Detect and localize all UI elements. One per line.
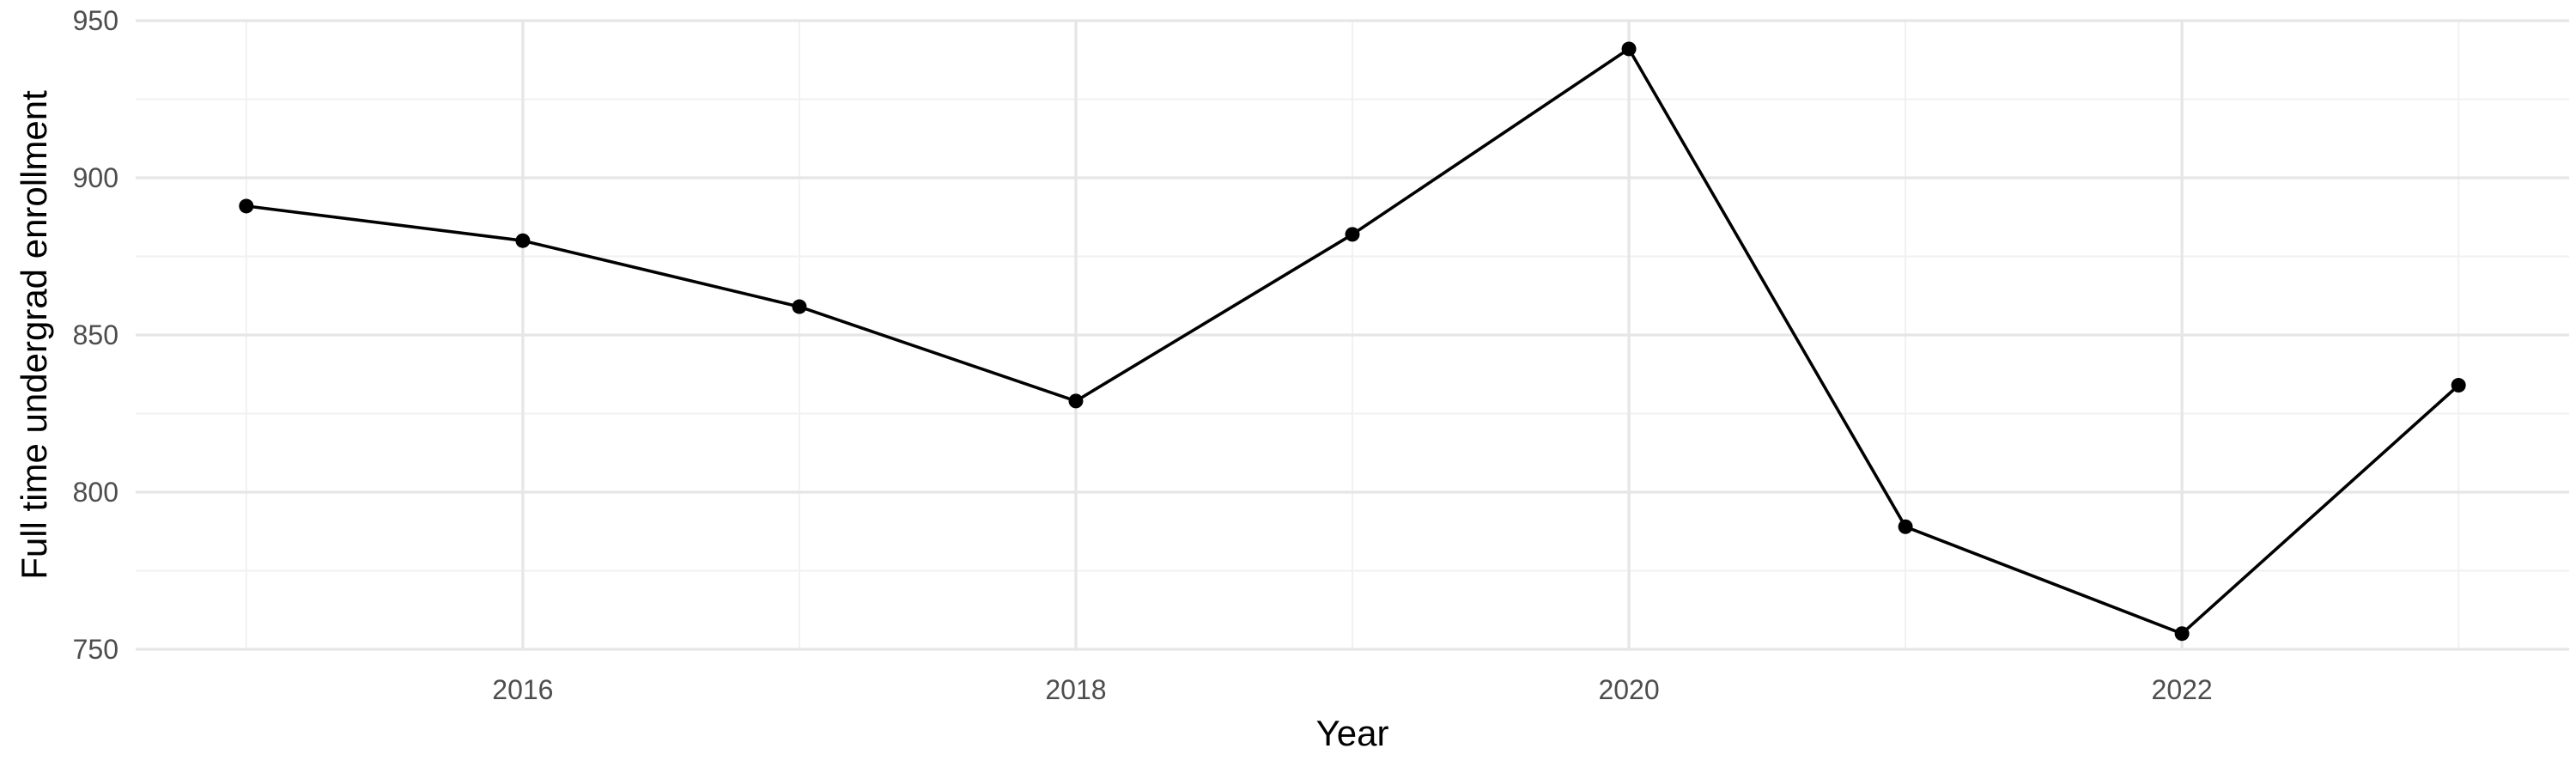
x-axis-title: Year bbox=[1316, 713, 1389, 753]
gridlines bbox=[136, 19, 2569, 651]
data-point bbox=[239, 198, 254, 214]
x-tick-label: 2020 bbox=[1598, 674, 1659, 705]
data-point bbox=[2451, 378, 2466, 393]
y-axis-tick-labels: 750 800 850 900 950 bbox=[73, 5, 118, 665]
data-point bbox=[1621, 41, 1637, 57]
y-tick-label: 900 bbox=[73, 162, 118, 193]
x-tick-label: 2016 bbox=[492, 674, 553, 705]
data-point bbox=[515, 233, 531, 248]
x-tick-label: 2018 bbox=[1045, 674, 1106, 705]
y-tick-label: 850 bbox=[73, 320, 118, 350]
y-tick-label: 750 bbox=[73, 634, 118, 665]
data-point bbox=[792, 299, 807, 314]
data-point bbox=[1345, 227, 1360, 242]
x-axis-tick-labels: 2016 2018 2020 2022 bbox=[492, 674, 2212, 705]
y-tick-label: 950 bbox=[73, 5, 118, 36]
x-tick-label: 2022 bbox=[2152, 674, 2213, 705]
y-tick-label: 800 bbox=[73, 477, 118, 508]
data-point bbox=[2174, 626, 2190, 642]
data-point bbox=[1898, 519, 1913, 534]
data-point bbox=[1068, 393, 1084, 409]
y-axis-title: Full time undergrad enrollment bbox=[14, 90, 54, 580]
data-points bbox=[239, 41, 2466, 642]
